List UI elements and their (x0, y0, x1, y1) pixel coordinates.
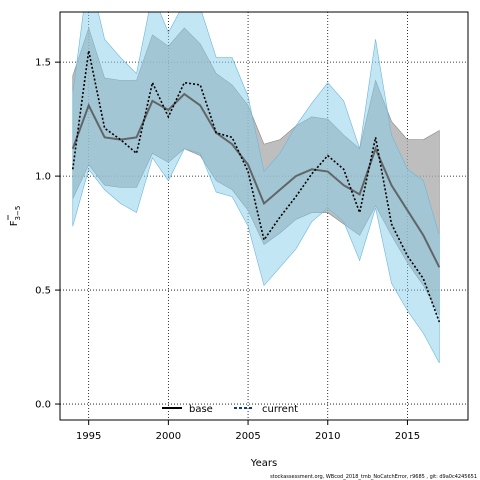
x-axis: 1995 2000 2005 2010 2015 (76, 420, 420, 442)
series-layer (71, 12, 441, 364)
y-tick-label: 1.5 (35, 58, 51, 69)
x-tick-label: 1995 (76, 431, 101, 442)
x-tick-label: 2010 (315, 431, 340, 442)
y-axis-title-sub: 3−5 (14, 206, 22, 221)
x-axis-title: Years (250, 458, 277, 469)
y-tick-label: 0.5 (35, 286, 51, 297)
y-axis: 0.0 0.5 1.0 1.5 (35, 58, 60, 411)
y-axis-title-main: F (9, 220, 20, 226)
y-axis-title: F3−5 (7, 206, 22, 227)
footer-text: stockassessment.org, WBcod_2018_tmb_NoCa… (270, 474, 477, 480)
band-current (72, 12, 440, 364)
legend: base current (162, 404, 298, 415)
svg-text:F3−5: F3−5 (9, 206, 22, 227)
legend-label-current: current (262, 404, 298, 415)
y-tick-label: 0.0 (35, 400, 51, 411)
x-tick-label: 2015 (395, 431, 420, 442)
y-tick-label: 1.0 (35, 172, 51, 183)
plot-frame (59, 11, 469, 421)
legend-label-base: base (189, 404, 213, 415)
x-tick-label: 2005 (235, 431, 260, 442)
x-tick-label: 2000 (156, 431, 181, 442)
